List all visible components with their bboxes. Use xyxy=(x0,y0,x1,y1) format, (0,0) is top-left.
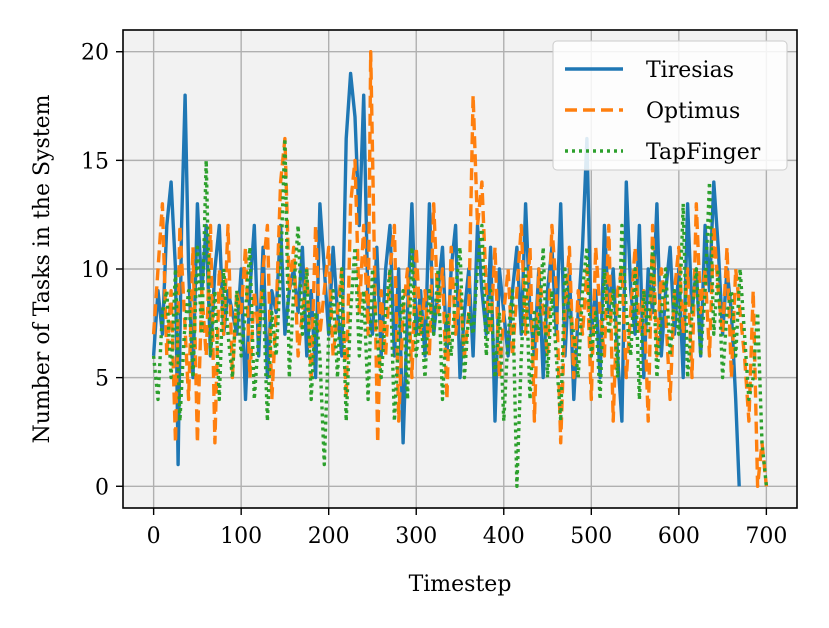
y-tick-label: 20 xyxy=(81,41,109,66)
x-tick-label: 300 xyxy=(395,524,437,549)
x-tick-label: 600 xyxy=(658,524,700,549)
series-line-tapfinger xyxy=(151,136,769,488)
legend-items: Tiresias Optimus TapFinger xyxy=(565,58,761,165)
x-tick-label: 500 xyxy=(570,524,612,549)
y-tick-label: 0 xyxy=(95,475,109,500)
legend-label-optimus: Optimus xyxy=(646,99,740,124)
y-axis-label: Number of Tasks in the System xyxy=(30,94,55,443)
x-tick-label: 0 xyxy=(147,524,161,549)
legend-label-tiresias: Tiresias xyxy=(646,58,734,83)
y-tick-label: 5 xyxy=(95,367,109,392)
legend: Tiresias Optimus TapFinger xyxy=(552,40,788,171)
legend-label-tapfinger: TapFinger xyxy=(646,140,761,165)
x-tick-label: 700 xyxy=(745,524,787,549)
x-tick-label: 400 xyxy=(483,524,525,549)
x-tick-label: 100 xyxy=(220,524,262,549)
series-lines xyxy=(151,50,769,488)
x-axis-label: Timestep xyxy=(409,572,512,597)
axis-ticks: 0 100 200 300 400 500 600 700 0 5 10 15 20 xyxy=(81,41,787,549)
y-tick-label: 10 xyxy=(81,258,109,283)
legend-box xyxy=(552,40,788,171)
y-tick-label: 15 xyxy=(81,149,109,174)
x-tick-label: 200 xyxy=(308,524,350,549)
